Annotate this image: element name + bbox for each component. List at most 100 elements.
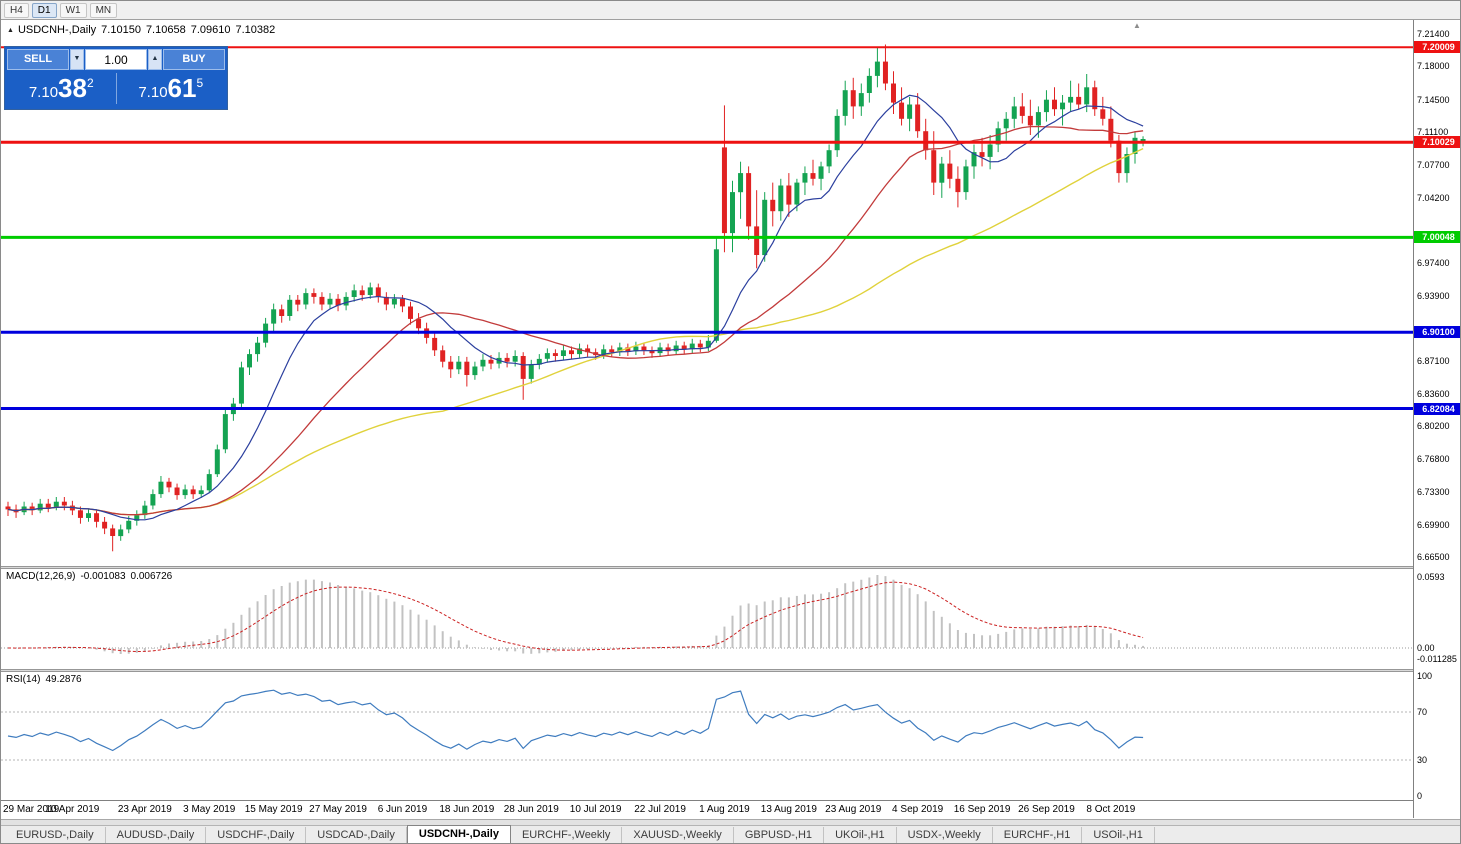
- sell-price[interactable]: 7.10382: [7, 73, 116, 104]
- panel-splitter-macd[interactable]: [1, 566, 1460, 569]
- timeframe-toolbar: H4 D1 W1 MN: [1, 1, 1460, 20]
- macd-signal-value: 0.006726: [130, 571, 173, 582]
- price-tick-6.66500: 6.66500: [1417, 552, 1450, 562]
- chart-symbol-label: USDCNH-,Daily: [17, 24, 97, 36]
- price-badge-6.82084: 6.82084: [1414, 403, 1460, 415]
- date-label-27-may-2019: 27 May 2019: [309, 804, 367, 815]
- timeframe-button-mn[interactable]: MN: [89, 2, 118, 18]
- price-tick-6.80200: 6.80200: [1417, 421, 1450, 432]
- price-tick-6.83600: 6.83600: [1417, 389, 1450, 400]
- date-label-26-sep-2019: 26 Sep 2019: [1018, 804, 1075, 815]
- chart-tab-eurusd-daily[interactable]: EURUSD-,Daily: [5, 827, 106, 843]
- volume-increase-button[interactable]: ▲: [148, 49, 162, 70]
- time-axis-border: [1, 800, 1460, 801]
- date-label-18-jun-2019: 18 Jun 2019: [439, 804, 495, 815]
- price-tick-6.93900: 6.93900: [1417, 290, 1450, 301]
- chart-tab-usoil-h1[interactable]: USOil-,H1: [1082, 827, 1155, 843]
- volume-input[interactable]: [85, 49, 147, 70]
- buy-price-pips: 61: [167, 73, 197, 103]
- price-axis[interactable]: 7.21400 7.18000 7.14500 7.11100 7.07700 7.042…: [1413, 20, 1460, 818]
- rsi-axis-100: 100: [1417, 671, 1433, 681]
- price-tick-7.21400: 7.21400: [1417, 29, 1450, 39]
- macd-axis-0.00: 0.00: [1417, 643, 1435, 653]
- chart-tab-audusd-daily[interactable]: AUDUSD-,Daily: [106, 827, 207, 843]
- rsi-axis-70: 70: [1417, 707, 1428, 717]
- ohlc-open: 7.10150: [101, 24, 141, 36]
- rsi-axis-30: 30: [1417, 755, 1428, 765]
- date-label-8-oct-2019: 8 Oct 2019: [1086, 804, 1136, 815]
- one-click-trading-panel: SELL ▼ ▲ BUY 7.10382 7.10615: [4, 46, 228, 110]
- ohlc-close: 7.10382: [235, 24, 276, 36]
- price-tick-6.87100: 6.87100: [1417, 355, 1450, 366]
- price-badge-7.00048: 7.00048: [1414, 231, 1460, 243]
- price-tick-6.73300: 6.73300: [1417, 487, 1450, 498]
- macd-axis--0.011285: -0.011285: [1417, 654, 1457, 664]
- rsi-label: RSI(14) 49.2876: [6, 674, 82, 685]
- date-label-23-aug-2019: 23 Aug 2019: [825, 804, 882, 815]
- macd-value: -0.001083: [80, 571, 126, 582]
- ohlc-high: 7.10658: [145, 24, 186, 36]
- price-tick-7.07700: 7.07700: [1417, 159, 1450, 170]
- macd-label: MACD(12,26,9) -0.001083 0.006726: [6, 571, 172, 582]
- buy-price[interactable]: 7.10615: [115, 73, 226, 104]
- chart-title: ▲ USDCNH-,Daily 7.10150 7.10658 7.09610 7.103…: [7, 24, 275, 36]
- buy-button[interactable]: BUY: [163, 49, 225, 70]
- date-label-6-jun-2019: 6 Jun 2019: [377, 804, 428, 815]
- price-badge-6.90100: 6.90100: [1414, 326, 1460, 338]
- chart-tab-usdx-weekly[interactable]: USDX-,Weekly: [897, 827, 993, 843]
- date-label-10-jul-2019: 10 Jul 2019: [569, 804, 622, 815]
- volume-decrease-button[interactable]: ▼: [70, 49, 84, 70]
- panel-splitter-rsi[interactable]: [1, 669, 1460, 672]
- timeframe-button-w1[interactable]: W1: [59, 2, 87, 18]
- macd-axis-0.0593: 0.0593: [1417, 572, 1445, 582]
- rsi-panel[interactable]: [1, 672, 1413, 800]
- buy-price-main: 7.10: [138, 84, 168, 101]
- bottom-strip: [1, 819, 1460, 825]
- date-label-15-may-2019: 15 May 2019: [244, 804, 303, 815]
- price-tick-6.69900: 6.69900: [1417, 519, 1450, 530]
- date-axis[interactable]: 29 Mar 2019 10 Apr 2019 23 Apr 2019 3 May 2…: [1, 801, 1413, 818]
- date-label-10-apr-2019: 10 Apr 2019: [45, 804, 100, 815]
- date-label-23-apr-2019: 23 Apr 2019: [117, 804, 172, 815]
- date-label-29-mar-2019: 29 Mar 2019: [3, 804, 60, 815]
- macd-panel[interactable]: [1, 569, 1413, 669]
- buy-price-point: 5: [196, 76, 204, 90]
- chart-shift-marker-icon[interactable]: ▲: [1133, 21, 1141, 30]
- price-tick-7.14500: 7.14500: [1417, 94, 1450, 105]
- date-label-22-jul-2019: 22 Jul 2019: [634, 804, 686, 815]
- timeframe-button-h4[interactable]: H4: [4, 2, 29, 18]
- sell-price-pips: 38: [58, 73, 87, 103]
- chart-tab-ukoil-h1[interactable]: UKOil-,H1: [824, 827, 897, 843]
- ohlc-low: 7.09610: [190, 24, 231, 36]
- chart-tab-bar: EURUSD-,Daily AUDUSD-,Daily USDCHF-,Daily U…: [1, 825, 1460, 843]
- price-badge-7.20009: 7.20009: [1414, 41, 1460, 53]
- date-label-4-sep-2019: 4 Sep 2019: [892, 804, 944, 815]
- price-tick-6.97400: 6.97400: [1417, 257, 1450, 268]
- chart-tab-gbpusd-h1[interactable]: GBPUSD-,H1: [734, 827, 825, 843]
- rsi-name: RSI(14): [6, 674, 41, 685]
- date-label-3-may-2019: 3 May 2019: [183, 804, 236, 815]
- rsi-axis-0: 0: [1417, 791, 1423, 801]
- date-label-16-sep-2019: 16 Sep 2019: [953, 804, 1011, 815]
- date-label-1-aug-2019: 1 Aug 2019: [699, 804, 750, 815]
- chart-tab-usdcnh-daily[interactable]: USDCNH-,Daily: [406, 825, 511, 843]
- price-tick-6.76800: 6.76800: [1417, 453, 1450, 464]
- macd-name: MACD(12,26,9): [6, 571, 76, 582]
- date-label-28-jun-2019: 28 Jun 2019: [503, 804, 559, 815]
- chart-tab-eurchf-h1[interactable]: EURCHF-,H1: [993, 827, 1083, 843]
- sell-button[interactable]: SELL: [7, 49, 69, 70]
- sell-price-main: 7.10: [28, 84, 59, 101]
- collapse-triangle-icon[interactable]: ▲: [7, 27, 14, 34]
- price-tick-7.18000: 7.18000: [1417, 61, 1450, 72]
- chart-tab-xauusd-weekly[interactable]: XAUUSD-,Weekly: [622, 827, 734, 843]
- date-label-13-aug-2019: 13 Aug 2019: [760, 804, 817, 815]
- chart-tab-eurchf-weekly[interactable]: EURCHF-,Weekly: [511, 827, 623, 843]
- price-tick-7.11100: 7.11100: [1417, 127, 1449, 138]
- chart-tab-usdchf-daily[interactable]: USDCHF-,Daily: [206, 827, 307, 843]
- price-chart-panel[interactable]: [1, 20, 1413, 566]
- rsi-value: 49.2876: [45, 674, 82, 685]
- timeframe-button-d1[interactable]: D1: [31, 2, 57, 18]
- price-badge-7.10029: 7.10029: [1414, 136, 1460, 148]
- chart-tab-usdcad-daily[interactable]: USDCAD-,Daily: [306, 827, 407, 843]
